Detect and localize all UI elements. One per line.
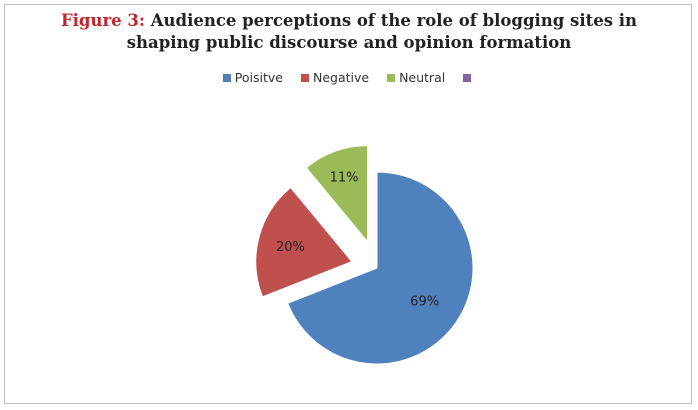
slice-neutral — [305, 145, 369, 244]
legend-swatch-negative — [300, 74, 309, 82]
legend-entry-positive: Poisitve — [222, 70, 283, 85]
chart-title-text-1: Audience perceptions of the role of blog… — [150, 11, 638, 30]
legend-label-neutral: Neutral — [399, 70, 446, 85]
legend-entry-negative: Negative — [300, 70, 370, 85]
legend-label-negative: Negative — [312, 70, 370, 85]
chart-title-line-1: Figure 3: Audience perceptions of the ro… — [0, 10, 698, 32]
legend-swatch-neutral — [387, 74, 396, 82]
chart-title-line-2: shaping public discourse and opinion for… — [126, 33, 572, 52]
pie-labels: 69% 20% 11% — [276, 171, 439, 310]
data-label-neutral: 11% — [330, 171, 359, 186]
chart-legend: Poisitve Negative Neutral — [0, 70, 698, 85]
data-label-negative: 20% — [276, 240, 305, 255]
data-label-positive: 69% — [410, 294, 439, 309]
legend-swatch-positive — [222, 74, 231, 82]
legend-entry-fourth — [463, 70, 475, 85]
slice-positive — [287, 171, 474, 365]
slice-negative — [255, 186, 353, 298]
chart-title: Figure 3: Audience perceptions of the ro… — [0, 10, 698, 54]
pie-slices — [255, 145, 474, 365]
legend-label-positive: Poisitve — [234, 70, 283, 85]
legend-entry-neutral: Neutral — [387, 70, 445, 85]
figure-number: Figure 3: — [60, 11, 145, 30]
legend-swatch-fourth — [463, 74, 472, 82]
